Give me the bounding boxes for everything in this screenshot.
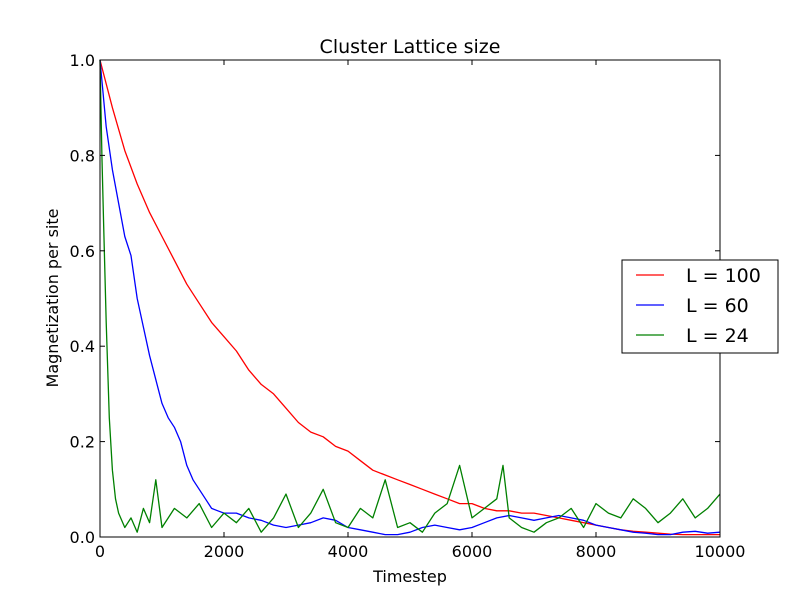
x-tick-label: 6000	[452, 542, 493, 561]
series-line-3	[99, 59, 721, 533]
x-tick-label: 8000	[576, 542, 617, 561]
series-layer	[99, 59, 721, 536]
legend: L = 100 L = 60 L = 24	[621, 259, 779, 354]
legend-label-l24: L = 24	[686, 325, 749, 347]
y-tick-label: 0.0	[70, 528, 95, 547]
x-tick-label: 2000	[204, 542, 245, 561]
y-tick-label: 0.8	[70, 146, 95, 165]
x-tick-label: 4000	[328, 542, 369, 561]
chart-title: Cluster Lattice size	[320, 36, 501, 58]
y-tick-label: 0.6	[70, 242, 95, 261]
x-axis-label: Timestep	[372, 567, 447, 586]
legend-label-l100: L = 100	[686, 265, 761, 287]
y-tick-label: 0.4	[70, 337, 95, 356]
y-tick-label: 1.0	[70, 51, 95, 70]
y-tick-label: 0.2	[70, 433, 95, 452]
y-axis-label: Magnetization per site	[43, 209, 62, 388]
x-tick-label: 10000	[695, 542, 746, 561]
x-tick-label: 0	[95, 542, 105, 561]
axis-ticks: 0 2000 4000 6000 8000 10000 0.0 0.2 0.4 0.6 0.8 1.0	[70, 51, 746, 561]
legend-label-l60: L = 60	[686, 295, 749, 317]
